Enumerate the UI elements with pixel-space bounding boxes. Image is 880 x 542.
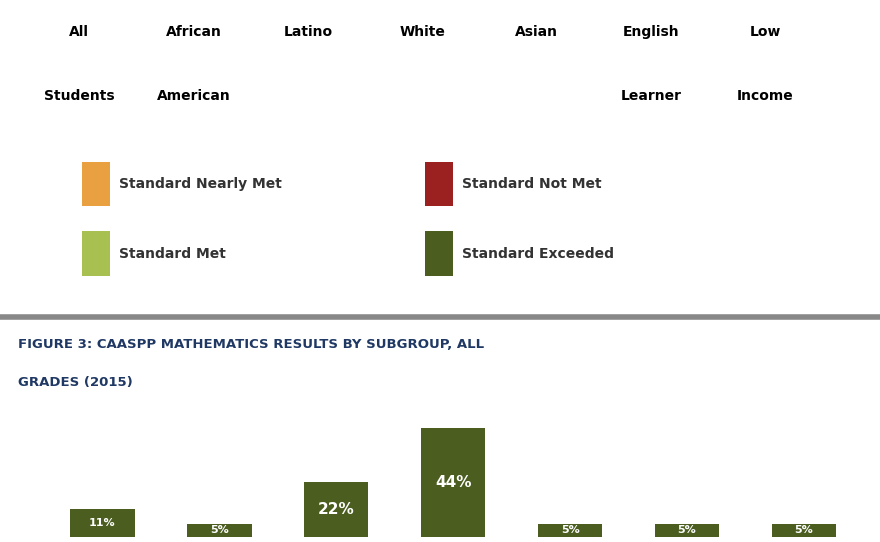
Bar — [304, 482, 369, 537]
Text: 5%: 5% — [795, 525, 813, 535]
Text: White: White — [400, 25, 445, 40]
Text: GRADES (2015): GRADES (2015) — [18, 376, 132, 389]
Bar — [538, 524, 602, 537]
Text: Students: Students — [44, 89, 114, 103]
Text: Standard Nearly Met: Standard Nearly Met — [119, 177, 282, 191]
Text: Income: Income — [737, 89, 794, 103]
Text: 5%: 5% — [561, 525, 580, 535]
Text: African: African — [165, 25, 222, 40]
Bar — [772, 524, 836, 537]
Bar — [82, 231, 110, 276]
Text: FIGURE 3: CAASPP MATHEMATICS RESULTS BY SUBGROUP, ALL: FIGURE 3: CAASPP MATHEMATICS RESULTS BY … — [18, 338, 484, 351]
Text: All: All — [70, 25, 89, 40]
Text: 5%: 5% — [678, 525, 696, 535]
Bar — [82, 162, 110, 206]
Text: Low: Low — [750, 25, 781, 40]
Text: 44%: 44% — [435, 475, 472, 490]
Text: Standard Not Met: Standard Not Met — [462, 177, 602, 191]
Bar — [425, 162, 453, 206]
Bar — [421, 428, 486, 537]
Text: Standard Met: Standard Met — [119, 247, 225, 261]
Text: American: American — [157, 89, 231, 103]
Text: Latino: Latino — [283, 25, 333, 40]
Text: Learner: Learner — [620, 89, 682, 103]
Text: English: English — [623, 25, 679, 40]
Text: Asian: Asian — [516, 25, 558, 40]
Bar — [655, 524, 719, 537]
Bar — [187, 524, 252, 537]
Text: 11%: 11% — [89, 518, 116, 528]
Text: Standard Exceeded: Standard Exceeded — [462, 247, 614, 261]
Bar — [425, 231, 453, 276]
Text: 22%: 22% — [318, 502, 355, 517]
Text: 5%: 5% — [210, 525, 229, 535]
Bar — [70, 509, 135, 537]
